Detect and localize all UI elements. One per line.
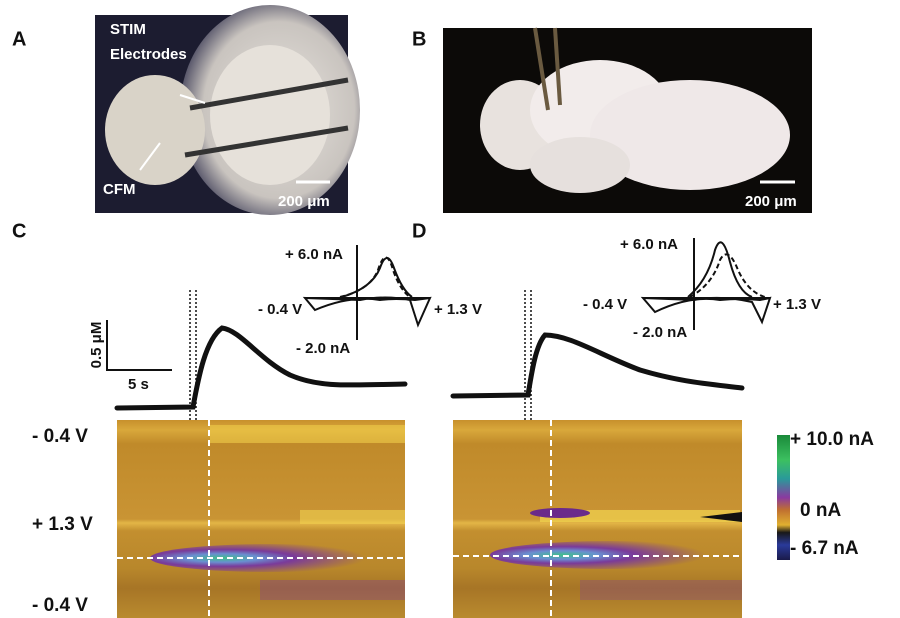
colorbar-label: 0 nA bbox=[800, 500, 841, 521]
panel-c-trace bbox=[107, 245, 430, 420]
axis-label: - 0.4 V bbox=[32, 426, 88, 447]
colorbar-label: - 6.7 nA bbox=[790, 538, 859, 559]
panel-d-trace bbox=[453, 238, 770, 420]
annotation: STIM bbox=[110, 21, 146, 38]
scale-label: 5 s bbox=[128, 376, 149, 393]
color-plot-d bbox=[453, 420, 742, 618]
annotation: Electrodes bbox=[110, 46, 187, 63]
panel-label: A bbox=[12, 28, 26, 50]
cv-label: + 6.0 nA bbox=[620, 236, 678, 253]
cv-label: - 2.0 nA bbox=[633, 324, 687, 341]
colorbar-label: + 10.0 nA bbox=[790, 429, 874, 450]
scale-label: 200 μm bbox=[278, 193, 330, 210]
cv-label: - 2.0 nA bbox=[296, 340, 350, 357]
panel-label: C bbox=[12, 220, 26, 242]
photo-b: 200 μm bbox=[443, 28, 812, 213]
cv-label: - 0.4 V bbox=[258, 301, 302, 318]
photo-a: STIM Electrodes CFM 200 μm bbox=[95, 5, 360, 215]
annotation: CFM bbox=[103, 181, 136, 198]
color-plot-c bbox=[117, 420, 405, 618]
cv-label: - 0.4 V bbox=[583, 296, 627, 313]
colorbar bbox=[777, 435, 790, 560]
cv-label: + 1.3 V bbox=[773, 296, 821, 313]
cv-label: + 1.3 V bbox=[434, 301, 482, 318]
cv-label: + 6.0 nA bbox=[285, 246, 343, 263]
panel-label: D bbox=[412, 220, 426, 242]
axis-label: + 1.3 V bbox=[32, 514, 93, 535]
scale-label: 200 μm bbox=[745, 193, 797, 210]
axis-label: - 0.4 V bbox=[32, 595, 88, 616]
figure: A B C D STIM Electrodes CFM 200 μm 200 μ… bbox=[0, 0, 900, 618]
scale-label: 0.5 μM bbox=[88, 322, 105, 369]
panel-label: B bbox=[412, 28, 426, 50]
